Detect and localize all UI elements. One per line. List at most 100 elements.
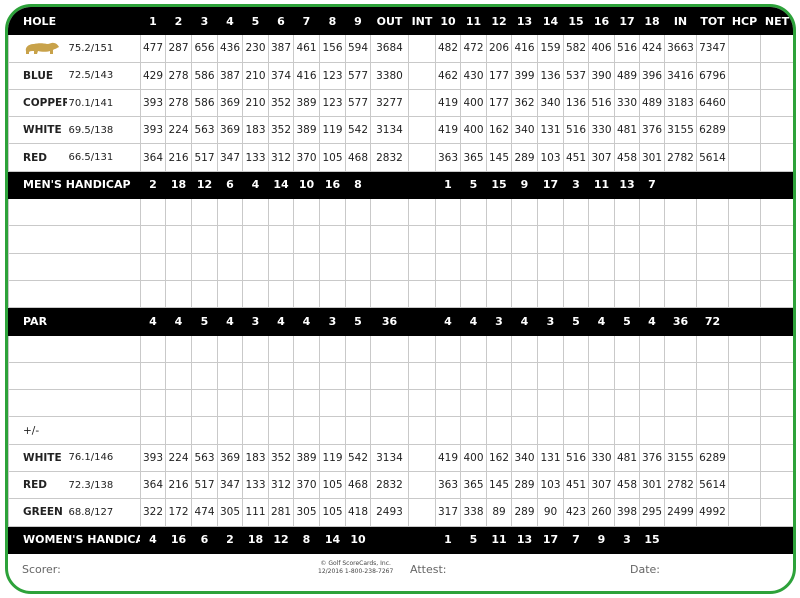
- score-cell[interactable]: [242, 334, 269, 363]
- score-cell[interactable]: [370, 252, 409, 281]
- score-cell[interactable]: [408, 334, 436, 363]
- score-cell[interactable]: [664, 361, 697, 391]
- score-cell[interactable]: [760, 416, 793, 445]
- score-cell[interactable]: [614, 361, 640, 391]
- score-cell[interactable]: [435, 252, 461, 281]
- score-cell[interactable]: [537, 389, 564, 418]
- score-cell[interactable]: [760, 389, 793, 418]
- score-cell[interactable]: [217, 279, 243, 309]
- score-cell[interactable]: [140, 416, 166, 445]
- player-name-cell[interactable]: [8, 198, 141, 227]
- player-name-cell[interactable]: [8, 279, 141, 309]
- score-cell[interactable]: [511, 252, 538, 281]
- score-cell[interactable]: [242, 279, 269, 309]
- score-cell[interactable]: [537, 198, 564, 227]
- score-cell[interactable]: [588, 416, 615, 445]
- score-cell[interactable]: [293, 225, 320, 254]
- score-cell[interactable]: [140, 198, 166, 227]
- score-cell[interactable]: [614, 252, 640, 281]
- score-cell[interactable]: [408, 389, 436, 418]
- score-cell[interactable]: [588, 252, 615, 281]
- score-cell[interactable]: [435, 198, 461, 227]
- score-cell[interactable]: [614, 225, 640, 254]
- score-cell[interactable]: [345, 361, 371, 391]
- score-cell[interactable]: [345, 198, 371, 227]
- score-cell[interactable]: [191, 416, 218, 445]
- score-cell[interactable]: [728, 225, 761, 254]
- score-cell[interactable]: [486, 361, 512, 391]
- score-cell[interactable]: [165, 334, 192, 363]
- score-cell[interactable]: [217, 252, 243, 281]
- score-cell[interactable]: [728, 252, 761, 281]
- score-cell[interactable]: [408, 252, 436, 281]
- score-cell[interactable]: [563, 361, 589, 391]
- score-cell[interactable]: [268, 334, 294, 363]
- score-cell[interactable]: [696, 198, 729, 227]
- score-cell[interactable]: [217, 389, 243, 418]
- score-cell[interactable]: [140, 389, 166, 418]
- score-cell[interactable]: [460, 225, 487, 254]
- score-cell[interactable]: [486, 252, 512, 281]
- score-cell[interactable]: [140, 279, 166, 309]
- player-name-cell[interactable]: [8, 252, 141, 281]
- score-cell[interactable]: [191, 198, 218, 227]
- score-cell[interactable]: [614, 416, 640, 445]
- score-cell[interactable]: [511, 361, 538, 391]
- score-cell[interactable]: [217, 334, 243, 363]
- score-cell[interactable]: [696, 389, 729, 418]
- score-cell[interactable]: [268, 389, 294, 418]
- score-cell[interactable]: [563, 279, 589, 309]
- score-cell[interactable]: [370, 361, 409, 391]
- score-cell[interactable]: [639, 361, 665, 391]
- score-cell[interactable]: [345, 225, 371, 254]
- score-cell[interactable]: [293, 334, 320, 363]
- score-cell[interactable]: [268, 225, 294, 254]
- score-cell[interactable]: [370, 279, 409, 309]
- scorer-field[interactable]: Scorer:: [22, 563, 61, 576]
- score-cell[interactable]: [460, 361, 487, 391]
- player-name-cell[interactable]: [8, 334, 141, 363]
- score-cell[interactable]: [614, 198, 640, 227]
- score-cell[interactable]: [639, 252, 665, 281]
- score-cell[interactable]: [696, 252, 729, 281]
- score-cell[interactable]: [319, 252, 346, 281]
- score-cell[interactable]: [537, 361, 564, 391]
- score-cell[interactable]: [728, 389, 761, 418]
- score-cell[interactable]: [460, 252, 487, 281]
- score-cell[interactable]: [588, 279, 615, 309]
- score-cell[interactable]: [435, 361, 461, 391]
- score-cell[interactable]: [563, 198, 589, 227]
- score-cell[interactable]: [460, 279, 487, 309]
- score-cell[interactable]: [511, 389, 538, 418]
- score-cell[interactable]: [370, 225, 409, 254]
- score-cell[interactable]: [728, 361, 761, 391]
- score-cell[interactable]: [588, 334, 615, 363]
- score-cell[interactable]: [345, 416, 371, 445]
- date-field[interactable]: Date:: [630, 563, 660, 576]
- score-cell[interactable]: [511, 416, 538, 445]
- score-cell[interactable]: [511, 279, 538, 309]
- score-cell[interactable]: [563, 389, 589, 418]
- score-cell[interactable]: [293, 279, 320, 309]
- score-cell[interactable]: [435, 389, 461, 418]
- score-cell[interactable]: [191, 361, 218, 391]
- score-cell[interactable]: [345, 279, 371, 309]
- plus-minus-label[interactable]: +/-: [8, 416, 141, 445]
- score-cell[interactable]: [345, 334, 371, 363]
- score-cell[interactable]: [664, 416, 697, 445]
- score-cell[interactable]: [165, 252, 192, 281]
- score-cell[interactable]: [460, 389, 487, 418]
- score-cell[interactable]: [664, 198, 697, 227]
- score-cell[interactable]: [191, 225, 218, 254]
- score-cell[interactable]: [293, 416, 320, 445]
- score-cell[interactable]: [588, 389, 615, 418]
- score-cell[interactable]: [217, 361, 243, 391]
- score-cell[interactable]: [217, 225, 243, 254]
- score-cell[interactable]: [165, 389, 192, 418]
- score-cell[interactable]: [760, 225, 793, 254]
- score-cell[interactable]: [664, 225, 697, 254]
- score-cell[interactable]: [664, 389, 697, 418]
- score-cell[interactable]: [639, 198, 665, 227]
- score-cell[interactable]: [268, 361, 294, 391]
- score-cell[interactable]: [165, 361, 192, 391]
